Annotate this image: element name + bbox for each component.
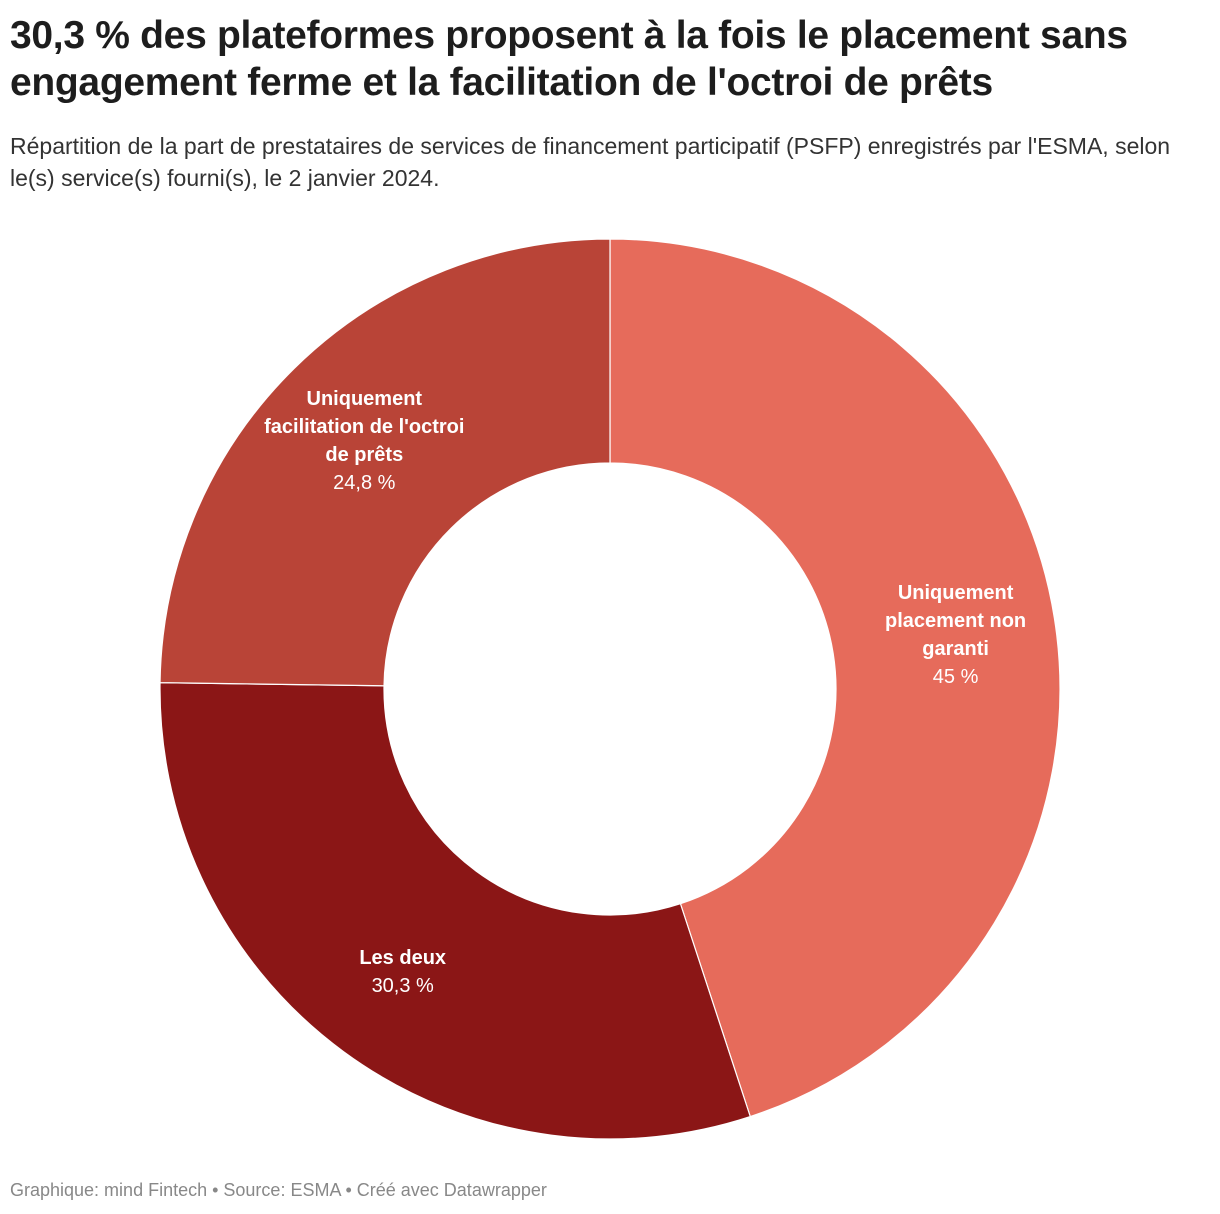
- slice-label-2: Uniquement facilitation de l'octroi de prê…: [264, 388, 464, 494]
- chart-footer: Graphique: mind Fintech • Source: ESMA •…: [10, 1180, 547, 1200]
- slice-label-name-0-1: placement non: [885, 610, 1026, 632]
- slice-label-value-0: 45 %: [933, 666, 979, 688]
- donut-slice-0: [609, 238, 1061, 1118]
- slice-label-name-2-2: de prêts: [325, 444, 403, 466]
- slice-label-value-1: 30,3 %: [372, 975, 434, 997]
- slice-label-0: Uniquement placement non garanti 45 %: [885, 582, 1026, 688]
- chart-subtitle: Répartition de la part de prestataires d…: [10, 133, 1171, 191]
- slice-label-name-0-0: Uniquement: [898, 582, 1014, 604]
- donut-slice-1: [159, 682, 752, 1140]
- donut-slice-2: [159, 238, 611, 687]
- slice-label-name-0-2: garanti: [922, 638, 989, 660]
- slice-label-name-2-0: Uniquement: [307, 388, 423, 410]
- donut-slices: [159, 238, 1061, 1140]
- slice-label-value-2: 24,8 %: [333, 472, 395, 494]
- slice-label-1: Les deux 30,3 %: [359, 947, 446, 997]
- slice-label-name-1-0: Les deux: [359, 947, 446, 969]
- donut-labels: Uniquement placement non garanti 45 % Les de…: [264, 388, 1026, 997]
- slice-label-name-2-1: facilitation de l'octroi: [264, 416, 464, 438]
- chart-title: 30,3 % des plateformes proposent à la fo…: [10, 14, 1128, 104]
